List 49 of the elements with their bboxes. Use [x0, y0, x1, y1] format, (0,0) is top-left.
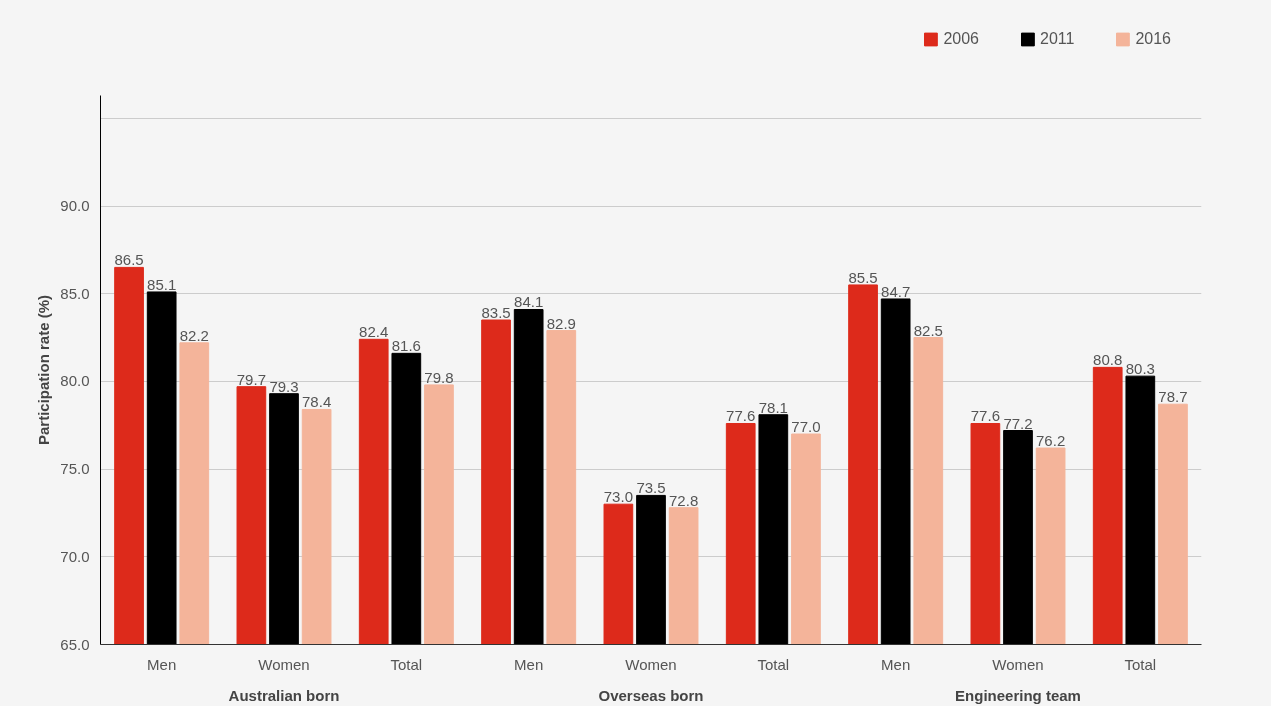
data-label: 79.8 — [424, 368, 454, 386]
x-tick-label: Women — [625, 655, 677, 673]
data-label: 78.1 — [758, 398, 788, 416]
data-label: 77.6 — [726, 407, 756, 425]
y-tick-label: 75.0 — [60, 460, 90, 478]
y-tick-label: 90.0 — [60, 197, 90, 214]
data-label: 80.3 — [1125, 360, 1155, 378]
x-tick-label: Total — [390, 655, 423, 673]
x-tick-label: Total — [757, 655, 790, 673]
data-label: 78.4 — [302, 393, 332, 411]
x-tick-label: Women — [258, 655, 310, 673]
data-label: 82.2 — [179, 326, 209, 344]
legend-label: 2016 — [1135, 30, 1171, 48]
x-tick-label: Men — [147, 655, 177, 673]
x-tick-label: Total — [1124, 655, 1157, 673]
legend-label: 2006 — [943, 30, 979, 48]
data-label: 72.8 — [669, 491, 699, 509]
data-label: 82.9 — [546, 314, 576, 332]
data-label: 81.6 — [391, 337, 421, 355]
data-label: 79.7 — [236, 370, 266, 388]
legend-label: 2011 — [1040, 30, 1075, 48]
x-tick-label: Women — [992, 655, 1044, 673]
data-label: 73.0 — [603, 488, 633, 506]
data-label: 84.1 — [514, 293, 544, 311]
data-label: 85.5 — [848, 268, 878, 286]
text: Engineering team — [955, 686, 1081, 704]
y-tick-label: 85.0 — [60, 284, 90, 302]
data-label: 82.4 — [359, 323, 389, 341]
data-label: 82.5 — [913, 321, 943, 339]
data-label: 83.5 — [481, 304, 511, 322]
x-tick-label: Men — [514, 655, 544, 673]
data-label: 86.5 — [114, 251, 144, 269]
data-label: 73.5 — [636, 479, 666, 497]
data-label: 79.3 — [269, 377, 299, 395]
data-label: 84.7 — [881, 282, 911, 300]
y-tick-label: 80.0 — [60, 372, 90, 390]
text: Overseas born — [598, 686, 704, 704]
y-tick-label: 70.0 — [60, 547, 90, 565]
data-label: 77.2 — [1003, 414, 1033, 432]
data-label: 76.2 — [1036, 432, 1066, 450]
y-axis-title: Participation rate (%) — [35, 294, 53, 446]
x-tick-label: Men — [881, 655, 911, 673]
data-label: 80.8 — [1093, 351, 1123, 369]
text: Australian born — [228, 686, 340, 704]
y-tick-label: 65.0 — [60, 635, 90, 653]
data-label: 77.6 — [970, 407, 1000, 425]
data-label: 77.0 — [791, 418, 821, 436]
data-label: 78.7 — [1158, 388, 1188, 406]
data-label: 85.1 — [147, 275, 177, 293]
